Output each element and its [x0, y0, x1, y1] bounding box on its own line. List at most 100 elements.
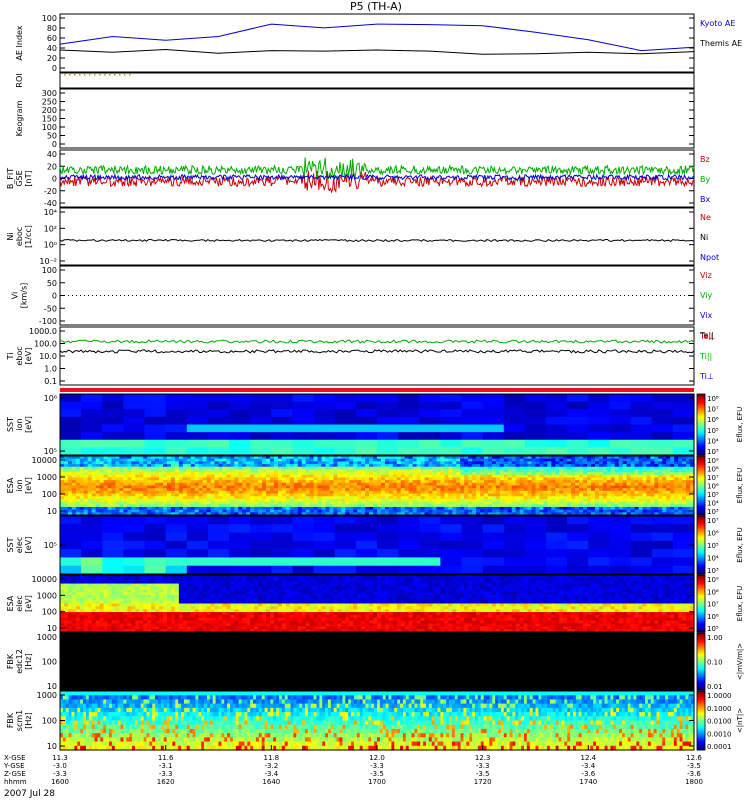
spectrogram-cell [341, 488, 346, 492]
spectrogram-cell [139, 629, 144, 633]
spectrogram-cell [60, 603, 65, 607]
spectrogram-cell [75, 466, 81, 471]
spectrogram-cell [472, 509, 477, 513]
spectrogram-cell [658, 488, 663, 492]
spectrogram-cell [503, 456, 509, 460]
spectrogram-cell [151, 501, 156, 505]
spectrogram-cell [206, 577, 212, 582]
spectrogram-cell [206, 469, 212, 473]
spectrogram-cell [388, 488, 394, 492]
spectrogram-cell [143, 485, 148, 489]
spectrogram-cell [602, 461, 608, 465]
spectrogram-cell [511, 485, 517, 489]
spectrogram-cell [123, 623, 128, 627]
spectrogram-cell [452, 472, 457, 476]
spectrogram-cell [178, 472, 184, 476]
spectrogram-cell [642, 506, 648, 511]
spectrogram-cell [555, 461, 560, 465]
spectrogram-cell [285, 474, 291, 479]
spectrogram-cell [654, 496, 659, 500]
spectrogram-cell [131, 493, 136, 497]
spectrogram-cell [135, 586, 140, 590]
spectrogram-cell [464, 488, 469, 492]
spectrogram-cell [250, 549, 272, 559]
spectrogram-cell [222, 617, 228, 622]
spectrogram-cell [198, 493, 204, 497]
spectrogram-cell [151, 623, 156, 627]
spectrogram-cell [60, 409, 82, 418]
spectrogram-cell [674, 501, 679, 505]
spectrogram-cell [626, 512, 632, 516]
spectrogram-cell [377, 480, 382, 484]
spectrogram-cell [622, 464, 628, 468]
spectrogram-cell [499, 466, 505, 471]
spectrogram-cell [575, 472, 580, 476]
spectrogram-cell [337, 488, 342, 492]
spectrogram-cell [503, 557, 526, 567]
spectrogram-cell [317, 469, 323, 473]
spectrogram-cell [277, 461, 283, 465]
spectrogram-cell [127, 594, 132, 599]
spectrogram-cell [115, 504, 121, 508]
spectrogram-cell [75, 614, 81, 619]
spectrogram-cell [321, 488, 327, 492]
spectrogram-cell [87, 612, 93, 616]
panel-ylabel: eboc [15, 227, 24, 246]
spectrogram-cell [271, 540, 294, 550]
spectrogram-cell [60, 466, 65, 471]
spectrogram-cell [83, 594, 89, 599]
spectrogram-cell [79, 577, 85, 582]
spectrogram-cell [127, 480, 132, 484]
spectrogram-cell [333, 474, 338, 479]
spectrogram-cell [392, 488, 398, 492]
spectrogram-cell [222, 474, 228, 479]
spectrogram-cell [178, 477, 184, 481]
spectrogram-cell [99, 498, 105, 503]
spectrogram-cell [102, 549, 124, 559]
spectrogram-cell [91, 506, 97, 511]
spectrogram-cell [210, 617, 216, 622]
spectrogram-cell [654, 472, 659, 476]
spectrogram-cell [630, 549, 653, 559]
spectrogram-cell [63, 597, 69, 602]
panel-ylabel: SST [6, 537, 15, 552]
spectrogram-cell [480, 501, 485, 505]
spectrogram-cell [144, 432, 167, 441]
spectrogram-cell [234, 469, 239, 473]
spectrogram-cell [63, 580, 69, 585]
spectrogram-cell [317, 456, 323, 460]
spectrogram-cell [139, 504, 144, 508]
spectrogram-cell [594, 501, 600, 505]
spectrogram-cell [95, 458, 101, 462]
spectrogram-cell [202, 617, 208, 622]
spectrogram-cell [329, 461, 335, 465]
spectrogram-cell [139, 509, 144, 513]
spectrogram-cell [396, 472, 402, 476]
spectrogram-cell [519, 496, 525, 500]
spectrogram-cell [642, 458, 648, 462]
spectrogram-cell [123, 493, 128, 497]
spectrogram-cell [119, 458, 124, 462]
spectrogram-cell [165, 432, 188, 441]
spectrogram-cell [551, 469, 556, 473]
spectrogram-cell [337, 498, 342, 503]
spectrogram-cell [551, 493, 556, 497]
spectrogram-cell [341, 496, 346, 500]
spectrogram-cell [214, 477, 220, 481]
spectrogram-cell [412, 506, 418, 511]
spectrogram-cell [349, 509, 354, 513]
spectrogram-cell [222, 509, 228, 513]
spectrogram-cell [79, 477, 85, 481]
spectrogram-cell [234, 504, 239, 508]
spectrogram-cell [317, 512, 323, 516]
spectrogram-cell [207, 409, 230, 418]
spectrogram-cell [440, 496, 445, 500]
spectrogram-cell [416, 490, 422, 495]
spectrogram-cell [456, 498, 461, 503]
spectrogram-cell [384, 488, 390, 492]
spectrogram-cell [630, 490, 636, 495]
spectrogram-cell [436, 490, 441, 495]
spectrogram-cell [87, 626, 93, 630]
spectrogram-cell [123, 416, 146, 426]
spectrogram-cell [198, 620, 204, 625]
